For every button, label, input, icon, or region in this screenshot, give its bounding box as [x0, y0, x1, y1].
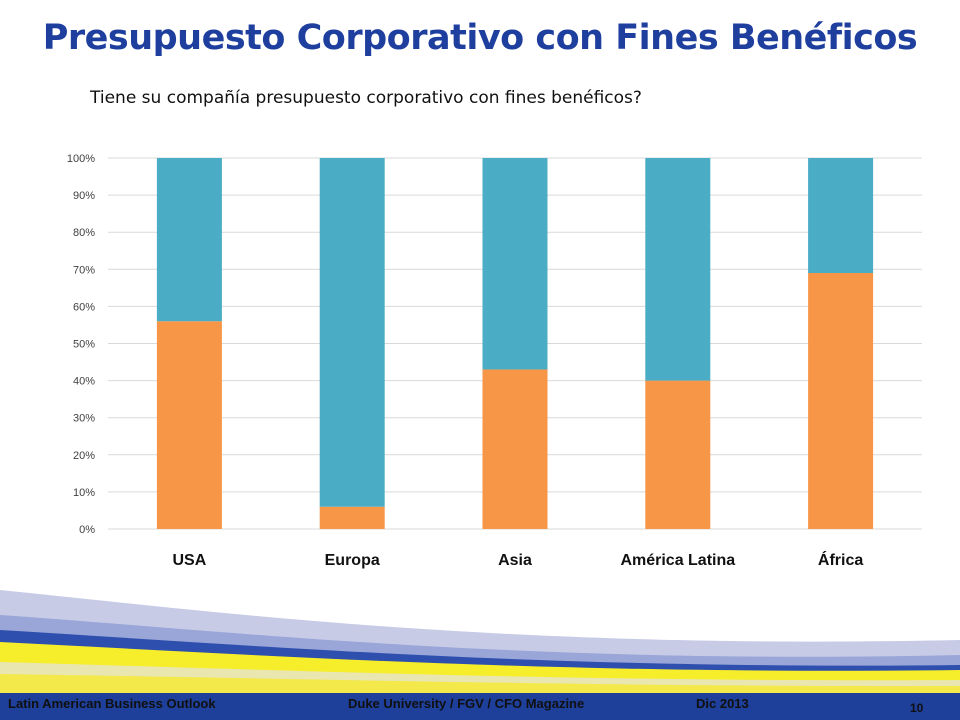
y-tick-label: 30% [73, 413, 95, 425]
chart-question: Tiene su compañía presupuesto corporativ… [90, 88, 642, 108]
bar-si [482, 369, 548, 529]
page-title: Presupuesto Corporativo con Fines Benéfi… [42, 18, 918, 58]
bar-si [319, 506, 385, 529]
bar-no [319, 158, 385, 507]
footer-bar [0, 693, 960, 720]
bar-si [808, 273, 874, 529]
page-number: 10 [910, 701, 924, 715]
bar-no [645, 158, 711, 381]
x-tick-label: América Latina [620, 552, 735, 569]
y-tick-label: 80% [73, 227, 95, 239]
y-tick-label: 70% [73, 264, 95, 276]
bar-no [156, 158, 222, 322]
x-tick-label: USA [173, 552, 207, 569]
y-tick-label: 50% [73, 339, 95, 351]
footer-source-center: Duke University / FGV / CFO Magazine [348, 696, 585, 711]
stacked-bar-chart: 0% 10% 20% 30% 40% 50% 60% 70% 80% 90% 100% USA Euro… [67, 153, 922, 569]
x-tick-label: África [818, 550, 863, 569]
x-tick-label: Asia [498, 552, 532, 569]
y-tick-label: 100% [67, 153, 95, 165]
footer-source-left: Latin American Business Outlook [8, 696, 216, 711]
footer-date: Dic 2013 [696, 696, 749, 711]
y-tick-label: 0% [79, 524, 95, 536]
y-tick-label: 10% [73, 487, 95, 499]
y-tick-label: 20% [73, 450, 95, 462]
bar-no [808, 158, 874, 274]
bar-si [645, 380, 711, 529]
footer-decoration [0, 590, 960, 695]
y-tick-label: 90% [73, 190, 95, 202]
bar-si [156, 321, 222, 529]
bar-no [482, 158, 548, 370]
y-tick-label: 40% [73, 376, 95, 388]
x-tick-label: Europa [325, 552, 380, 569]
y-tick-label: 60% [73, 301, 95, 313]
